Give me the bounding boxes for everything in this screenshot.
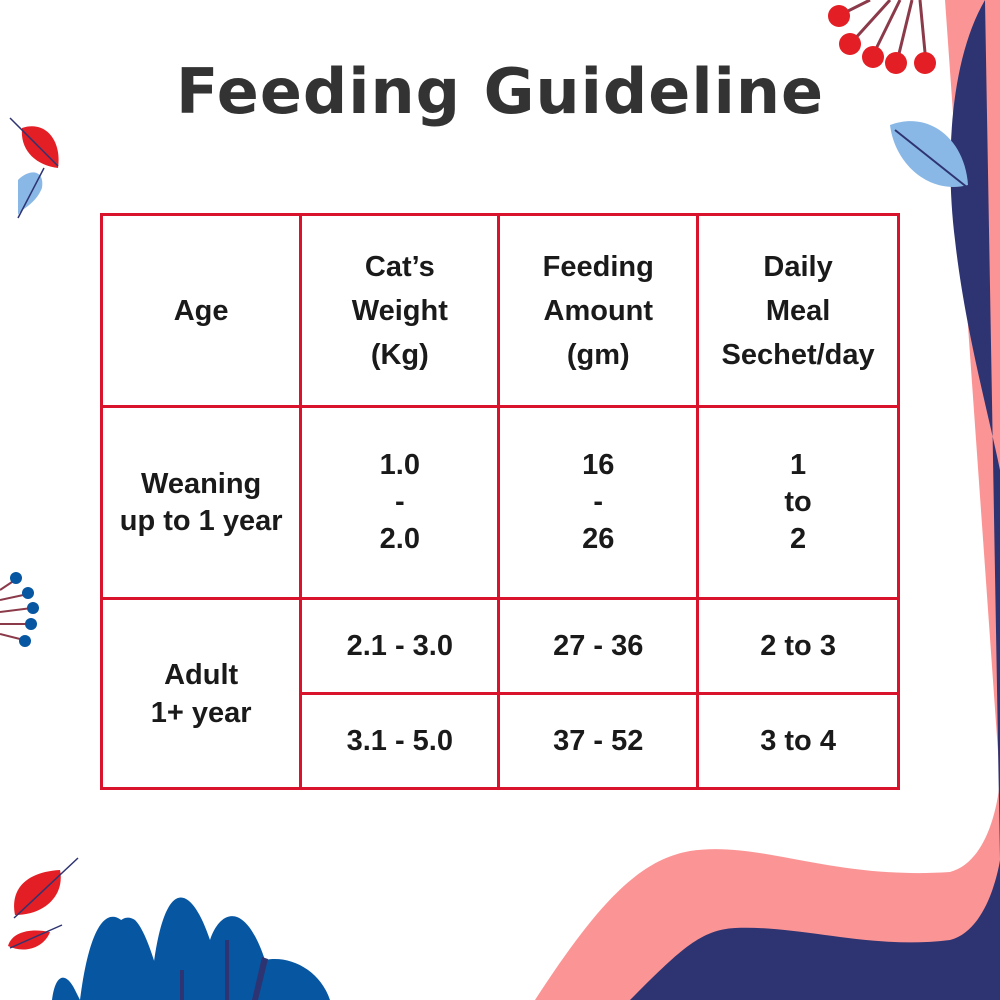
cell-text: 2.0 — [379, 523, 420, 555]
cell-text: 26 — [582, 523, 615, 555]
table-header-row: Age Cat’s Weight (Kg) Feeding Amount (gm… — [99, 213, 900, 408]
header-text: Amount — [543, 294, 654, 327]
header-daily-meal: Daily Meal Sechet/day — [696, 213, 900, 408]
cell-amount: 27 - 36 — [497, 597, 700, 695]
cell-age: Weaning up to 1 year — [99, 405, 303, 600]
cell-text: - — [394, 486, 405, 518]
red-leaf-top-left-icon — [9, 117, 59, 219]
header-age: Age — [99, 213, 303, 408]
pink-wave-right — [535, 0, 1000, 1000]
cell-text: Weaning — [140, 467, 262, 500]
cell-text: 1+ year — [150, 696, 252, 729]
header-text: Cat’s — [364, 250, 435, 283]
blue-berries-left-icon — [0, 572, 39, 647]
header-text: Sechet/day — [721, 338, 875, 371]
cell-text: 2 — [790, 523, 807, 555]
header-text: Meal — [765, 294, 831, 327]
cell-age: Adult 1+ year — [99, 597, 303, 790]
header-text: (Kg) — [370, 338, 429, 371]
cell-weight: 3.1 - 5.0 — [299, 692, 501, 790]
cell-meal: 1 to 2 — [696, 405, 900, 600]
cell-weight: 1.0 - 2.0 — [299, 405, 501, 600]
table-row-adult-2: 3.1 - 5.0 37 - 52 3 to 4 — [102, 692, 900, 790]
cell-meal: 3 to 4 — [696, 692, 900, 790]
cell-text: - — [593, 486, 604, 518]
cell-text: 1.0 — [379, 449, 420, 481]
cell-meal: 2 to 3 — [696, 597, 900, 695]
berry-cluster — [828, 5, 936, 74]
blue-leaf-top-right-icon — [890, 121, 969, 189]
cell-text: 16 — [582, 449, 615, 481]
navy-wave-right — [630, 0, 1000, 1000]
header-feeding-amount: Feeding Amount (gm) — [497, 213, 700, 408]
header-weight: Cat’s Weight (Kg) — [299, 213, 501, 408]
cell-amount: 37 - 52 — [497, 692, 700, 790]
cell-text: up to 1 year — [119, 504, 283, 537]
cell-amount: 16 - 26 — [497, 405, 700, 600]
blue-bush-icon — [52, 897, 330, 1000]
cell-weight: 2.1 - 3.0 — [299, 597, 501, 695]
cell-text: 1 — [790, 449, 807, 481]
header-text: Age — [173, 294, 229, 327]
page-title: Feeding Guideline — [175, 55, 825, 128]
header-text: (gm) — [566, 338, 630, 371]
red-leaves-bottom-left-icon — [8, 857, 79, 950]
table-row-adult-1: Adult 1+ year 2.1 - 3.0 27 - 36 2 to 3 — [99, 597, 900, 790]
header-text: Daily — [763, 250, 833, 283]
table-row-weaning: Weaning up to 1 year 1.0 - 2.0 16 - 26 1… — [99, 405, 900, 600]
feeding-guideline-table: Age Cat’s Weight (Kg) Feeding Amount (gm… — [99, 213, 900, 790]
header-text: Feeding — [542, 250, 654, 283]
cell-text: to — [784, 486, 812, 518]
berries-top-right-icon — [839, 0, 928, 64]
cell-text: Adult — [164, 658, 239, 691]
header-text: Weight — [351, 294, 448, 327]
